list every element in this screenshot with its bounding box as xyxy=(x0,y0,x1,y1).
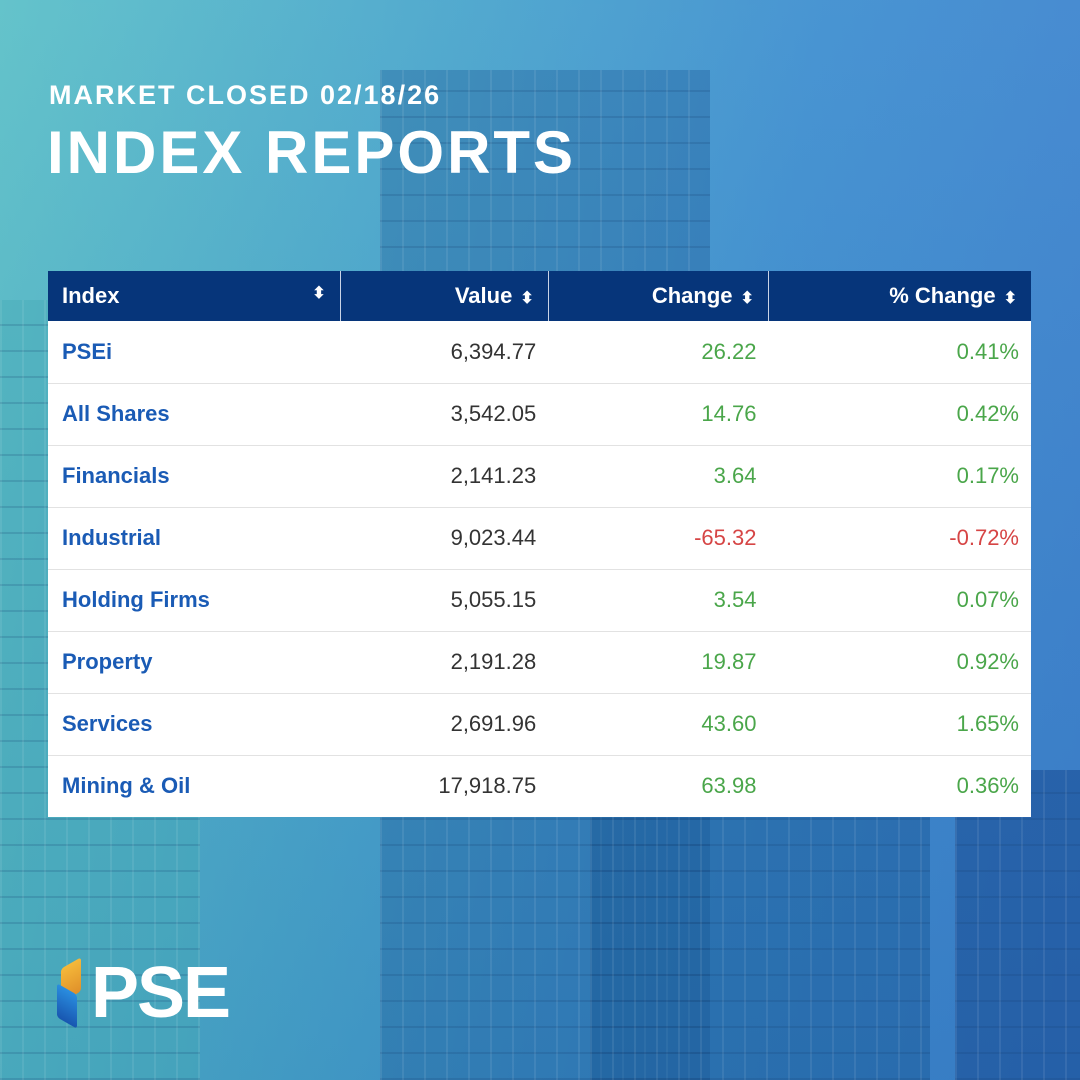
table-row: PSEi 6,394.77 26.22 0.41% xyxy=(48,321,1031,383)
index-value: 2,691.96 xyxy=(340,692,549,755)
index-value: 17,918.75 xyxy=(340,754,549,817)
table-row: Holding Firms 5,055.15 3.54 0.07% xyxy=(48,568,1031,631)
pse-logo: PSE xyxy=(55,952,231,1034)
index-value: 6,394.77 xyxy=(450,338,537,364)
index-table: Index ⬍ Value ⬍ Change ⬍ % Change ⬍ PSEi 6,3… xyxy=(48,271,1031,817)
sort-icon[interactable]: ⬍ xyxy=(1003,290,1017,307)
table-row: Property 2,191.28 19.87 0.92% xyxy=(48,630,1031,693)
sort-icon[interactable]: ⬍ xyxy=(740,290,754,307)
index-pct-change: 0.41% xyxy=(956,338,1019,364)
index-name-link[interactable]: PSEi xyxy=(62,338,113,364)
index-change: 3.54 xyxy=(548,568,769,631)
index-value: 2,191.28 xyxy=(340,630,549,693)
index-pct-change: 0.07% xyxy=(768,568,1031,631)
index-name-link[interactable]: Property xyxy=(48,630,341,693)
index-name-link[interactable]: Services xyxy=(48,692,341,755)
index-change: -65.32 xyxy=(548,506,769,569)
index-change: 14.76 xyxy=(548,382,769,445)
table-row: Services 2,691.96 43.60 1.65% xyxy=(48,692,1031,755)
table-row: Industrial 9,023.44 -65.32 -0.72% xyxy=(48,506,1031,569)
index-name-link[interactable]: All Shares xyxy=(48,382,341,445)
sort-icon[interactable]: ⬍ xyxy=(520,290,534,307)
market-status: MARKET CLOSED 02/18/26 xyxy=(49,80,442,110)
index-change: 63.98 xyxy=(548,754,769,817)
index-value: 9,023.44 xyxy=(340,506,549,569)
index-change: 26.22 xyxy=(701,338,757,364)
page-title: INDEX REPORTS xyxy=(47,119,577,186)
index-pct-change: 0.42% xyxy=(768,382,1031,445)
index-name-link[interactable]: Financials xyxy=(48,444,341,507)
index-pct-change: 0.92% xyxy=(768,630,1031,693)
index-pct-change: -0.72% xyxy=(768,506,1031,569)
building-image xyxy=(955,770,1080,1080)
index-name-link[interactable]: Holding Firms xyxy=(48,568,341,631)
sort-icon[interactable]: ⬍ xyxy=(312,285,326,302)
index-name-link[interactable]: Industrial xyxy=(48,506,341,569)
index-pct-change: 0.36% xyxy=(768,754,1031,817)
table-row: All Shares 3,542.05 14.76 0.42% xyxy=(48,382,1031,445)
index-value: 2,141.23 xyxy=(340,444,549,507)
pse-logo-mark-icon xyxy=(55,957,85,1029)
index-value: 3,542.05 xyxy=(340,382,549,445)
table-row: Financials 2,141.23 3.64 0.17% xyxy=(48,444,1031,507)
index-change: 43.60 xyxy=(548,692,769,755)
index-change: 3.64 xyxy=(548,444,769,507)
column-header-value[interactable]: Value ⬍ xyxy=(339,271,549,321)
index-pct-change: 1.65% xyxy=(768,692,1031,755)
column-header-change[interactable]: Change ⬍ xyxy=(547,271,769,321)
column-header-index[interactable]: Index ⬍ xyxy=(48,271,341,321)
building-image xyxy=(590,800,930,1080)
index-pct-change: 0.17% xyxy=(768,444,1031,507)
index-value: 5,055.15 xyxy=(340,568,549,631)
index-name-link[interactable]: Mining & Oil xyxy=(48,754,341,817)
index-change: 19.87 xyxy=(548,630,769,693)
table-row: Mining & Oil 17,918.75 63.98 0.36% xyxy=(48,754,1031,817)
column-header-pct-change[interactable]: % Change ⬍ xyxy=(767,271,1031,321)
